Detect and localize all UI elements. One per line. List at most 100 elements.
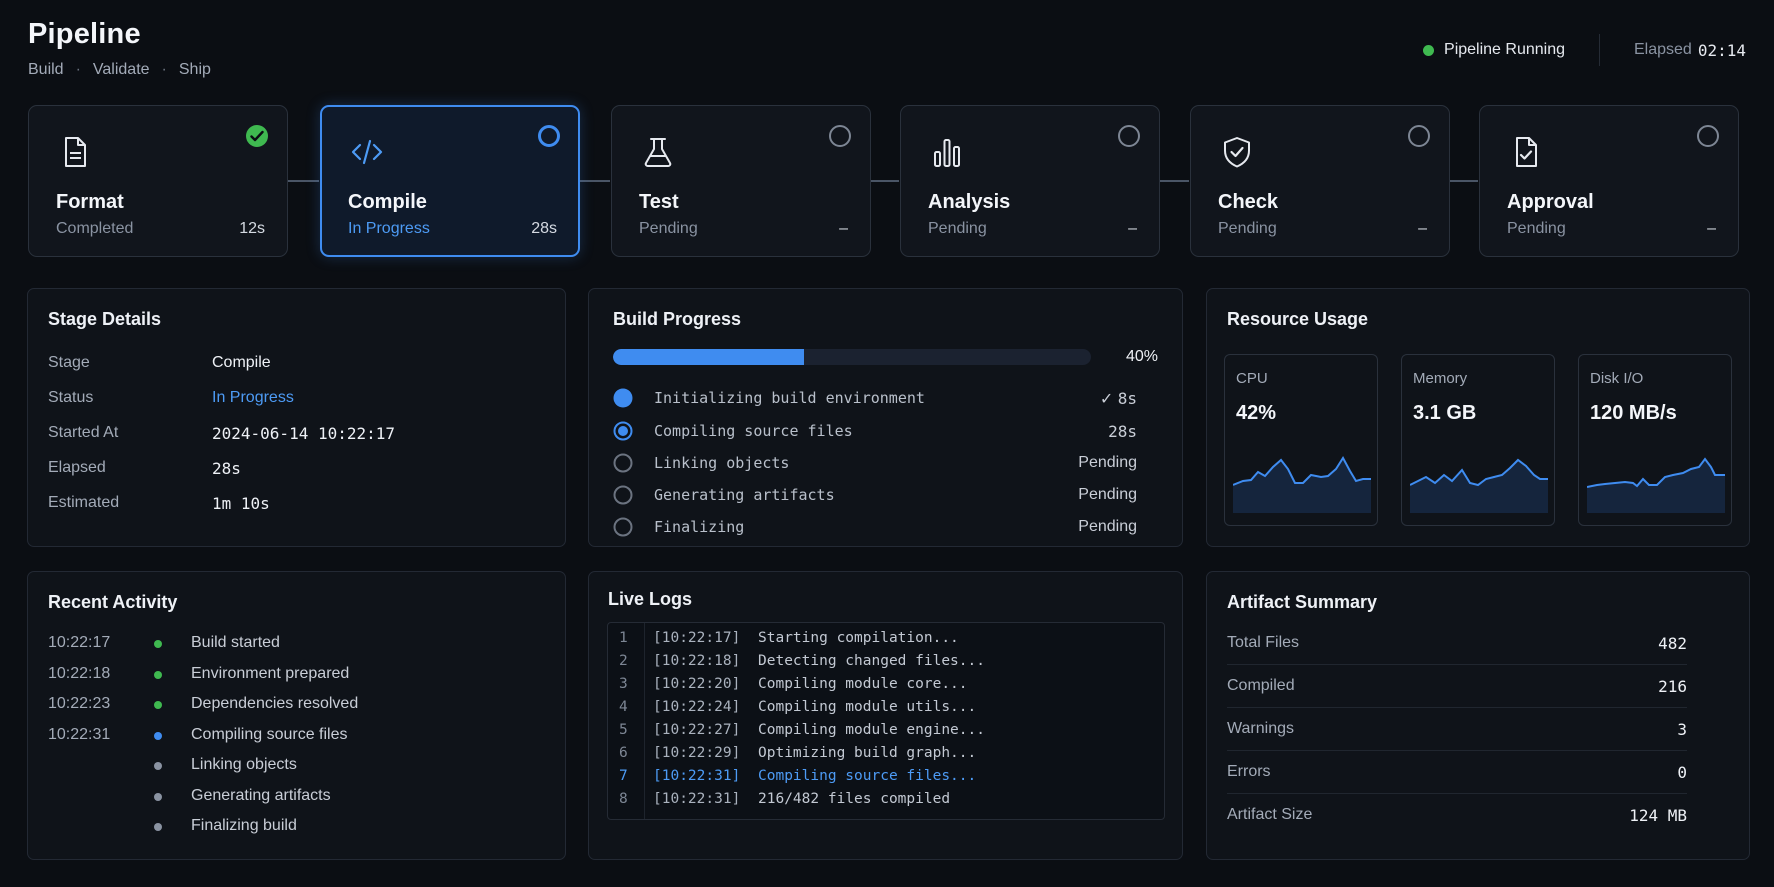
- step-pending-icon: [613, 453, 633, 473]
- detail-key: Started At: [48, 424, 119, 441]
- elapsed-label: Elapsed: [1634, 41, 1692, 58]
- artifact-row-compiled: Compiled 216: [1227, 665, 1687, 708]
- activity-text: Build started: [191, 634, 280, 651]
- breadcrumb-validate[interactable]: Validate: [92, 61, 150, 78]
- code-icon: [351, 139, 383, 165]
- stage-duration: –: [839, 220, 848, 237]
- activity-text: Finalizing build: [191, 817, 297, 834]
- bar-chart-icon: [934, 139, 960, 167]
- resource-value: 42%: [1236, 402, 1277, 424]
- activity-item: 10:22:18 Environment prepared: [48, 663, 528, 685]
- artifact-value: 0: [1677, 763, 1687, 782]
- artifact-row-warnings: Warnings 3: [1227, 708, 1687, 751]
- divider: [1599, 34, 1600, 66]
- artifact-key: Compiled: [1227, 677, 1295, 694]
- log-timestamp: [10:22:24]: [653, 699, 741, 715]
- cpu-sparkline: [1233, 456, 1371, 513]
- document-check-icon: [1516, 137, 1537, 167]
- stage-duration: 12s: [239, 220, 265, 237]
- panel-title: Resource Usage: [1227, 309, 1369, 329]
- step-active-icon: [613, 421, 633, 441]
- artifact-value: 482: [1658, 634, 1687, 653]
- pipeline-status-label: Pipeline Running: [1444, 41, 1565, 58]
- step-duration: Pending: [1078, 518, 1137, 535]
- step-label: Compiling source files: [654, 422, 853, 440]
- activity-time: 10:22:31: [48, 725, 111, 743]
- stage-connector: [580, 180, 610, 182]
- activity-time: 10:22:17: [48, 634, 111, 651]
- log-timestamp: [10:22:18]: [653, 653, 741, 669]
- stage-duration: –: [1707, 220, 1716, 237]
- step-pending-icon: [613, 485, 633, 505]
- checkmark-icon: ✓: [1099, 391, 1114, 408]
- breadcrumb-build[interactable]: Build: [28, 61, 64, 78]
- breadcrumb-separator: ·: [75, 61, 81, 78]
- stage-card-format[interactable]: Format Completed 12s: [28, 105, 288, 257]
- detail-value: 28s: [212, 459, 241, 478]
- breadcrumb-ship[interactable]: Ship: [178, 61, 211, 78]
- stage-name: Check: [1218, 191, 1279, 213]
- stage-duration: –: [1418, 220, 1427, 237]
- detail-value: In Progress: [212, 389, 294, 406]
- activity-status-dot: [154, 762, 162, 770]
- log-output[interactable]: 1 [10:22:17] Starting compilation... 2 [10:2…: [607, 622, 1165, 820]
- page-title: Pipeline: [28, 18, 141, 50]
- pending-circle-icon: [1118, 125, 1140, 147]
- artifact-row-artifact-size: Artifact Size 124 MB: [1227, 794, 1687, 837]
- stage-connector: [1448, 180, 1478, 182]
- log-timestamp: [10:22:27]: [653, 722, 741, 738]
- activity-text: Linking objects: [191, 756, 297, 773]
- stage-card-compile[interactable]: Compile In Progress 28s: [320, 105, 580, 257]
- running-status-dot: [1423, 44, 1435, 56]
- activity-time: 10:22:18: [48, 664, 111, 682]
- stage-card-check[interactable]: Check Pending –: [1190, 105, 1450, 257]
- log-timestamp: [10:22:31]: [653, 791, 741, 807]
- log-line-number: 4: [619, 699, 628, 715]
- stage-name: Format: [56, 191, 124, 213]
- stage-connector: [1159, 180, 1189, 182]
- detail-value: 1m 10s: [212, 494, 270, 513]
- artifact-key: Artifact Size: [1227, 806, 1313, 823]
- pending-circle-icon: [1697, 125, 1719, 147]
- build-progress-bar: [613, 349, 1091, 365]
- resource-value: 3.1 GB: [1413, 402, 1477, 424]
- activity-item: Generating artifacts: [48, 785, 528, 807]
- stage-duration: –: [1128, 220, 1137, 237]
- resource-card-disk-io: Disk I/O 120 MB/s: [1578, 354, 1732, 526]
- log-gutter: [644, 623, 645, 819]
- activity-item: 10:22:17 Build started: [48, 632, 528, 654]
- log-timestamp: [10:22:31]: [653, 768, 741, 784]
- disk-io-sparkline: [1587, 457, 1725, 513]
- stage-connector: [287, 180, 319, 182]
- step-duration: Pending: [1078, 486, 1137, 503]
- flask-icon: [644, 138, 672, 167]
- step-label: Generating artifacts: [654, 486, 835, 504]
- detail-value: 2024-06-14 10:22:17: [212, 424, 396, 443]
- stage-card-analysis[interactable]: Analysis Pending –: [900, 105, 1160, 257]
- activity-item: 10:22:31 Compiling source files: [48, 724, 528, 746]
- panel-title: Live Logs: [608, 589, 693, 609]
- detail-key: Status: [48, 389, 94, 406]
- stage-status: In Progress: [348, 220, 430, 237]
- activity-text: Generating artifacts: [191, 786, 331, 804]
- artifact-row-total-files: Total Files 482: [1227, 622, 1687, 665]
- stage-status: Completed: [56, 220, 134, 237]
- resource-card-memory: Memory 3.1 GB: [1401, 354, 1555, 526]
- activity-item: Finalizing build: [48, 815, 528, 837]
- document-icon: [65, 137, 86, 167]
- activity-status-dot: [154, 731, 162, 740]
- log-timestamp: [10:22:20]: [653, 676, 741, 692]
- stage-name: Test: [639, 191, 679, 213]
- stage-card-approval[interactable]: Approval Pending –: [1479, 105, 1739, 257]
- resource-label: CPU: [1236, 370, 1268, 387]
- build-progress-percent: 40%: [1125, 348, 1158, 365]
- stage-name: Approval: [1507, 191, 1594, 213]
- detail-key: Stage: [48, 354, 90, 371]
- log-message: Compiling module engine...: [758, 722, 985, 738]
- stage-card-test[interactable]: Test Pending –: [611, 105, 871, 257]
- activity-text: Compiling source files: [191, 725, 348, 743]
- pipeline-stages: Format Completed 12s Compile In Progress…: [28, 105, 1750, 257]
- log-line-number: 2: [619, 653, 628, 669]
- artifact-summary-panel: Artifact Summary Total Files 482 Compile…: [1206, 571, 1750, 860]
- log-message: Compiling source files...: [758, 768, 977, 784]
